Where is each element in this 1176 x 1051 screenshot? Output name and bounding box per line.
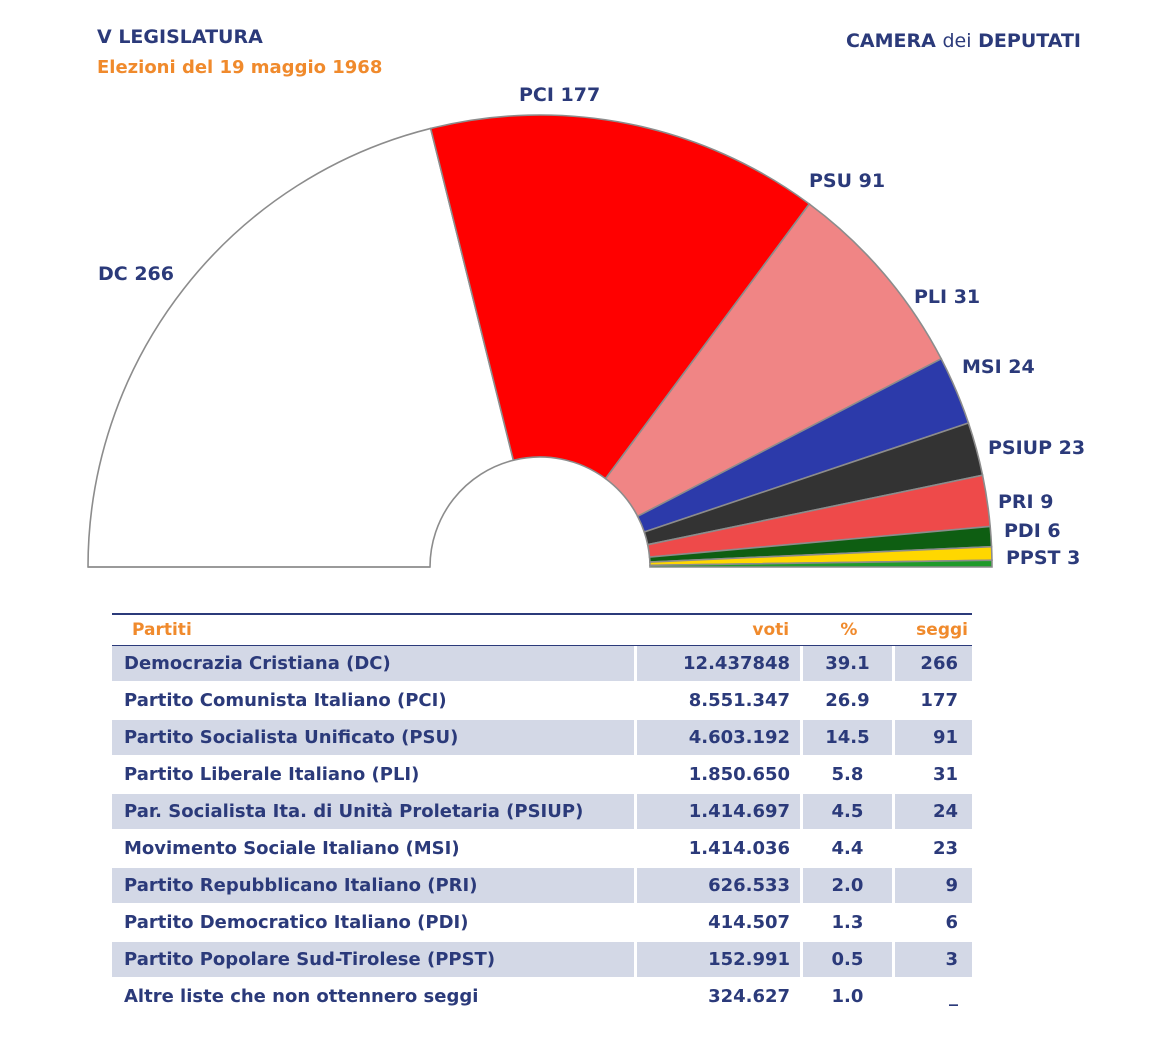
- votes-cell: 1.414.036: [636, 831, 804, 868]
- seats-cell: 91: [894, 720, 972, 757]
- percent-cell: 5.8: [803, 757, 895, 794]
- percent-cell: 39.1: [803, 646, 895, 683]
- party-name-cell: Partito Liberale Italiano (PLI): [112, 757, 637, 794]
- seats-cell: _: [894, 979, 972, 1016]
- table-row: Altre liste che non ottennero seggi 324.6…: [112, 979, 972, 1016]
- percent-cell: 1.3: [803, 905, 895, 942]
- label-ppst: PPST 3: [1006, 547, 1080, 569]
- seats-cell: 24: [894, 794, 972, 831]
- seats-cell: 266: [894, 646, 972, 683]
- votes-cell: 152.991: [636, 942, 804, 979]
- table-row: Partito Popolare Sud-Tirolese (PPST) 152.…: [112, 942, 972, 979]
- table-row: Movimento Sociale Italiano (MSI) 1.414.03…: [112, 831, 972, 868]
- table-row: Par. Socialista Ita. di Unità Proletaria…: [112, 794, 972, 831]
- chart-slices: [87, 114, 993, 568]
- label-psiup: PSIUP 23: [988, 437, 1085, 459]
- percent-cell: 4.4: [803, 831, 895, 868]
- label-pli: PLI 31: [914, 286, 980, 308]
- votes-cell: 1.850.650: [636, 757, 804, 794]
- table-body: Democrazia Cristiana (DC) 12.437848 39.1 26…: [112, 646, 972, 1016]
- percent-cell: 14.5: [803, 720, 895, 757]
- party-name-cell: Altre liste che non ottennero seggi: [112, 979, 637, 1016]
- table-row: Partito Socialista Unificato (PSU) 4.603.…: [112, 720, 972, 757]
- seat-distribution-chart: DC 266 PCI 177 PSU 91 PLI 31 MSI 24 PSIUP 23 P…: [87, 84, 1085, 569]
- seats-cell: 6: [894, 905, 972, 942]
- party-name-cell: Partito Popolare Sud-Tirolese (PPST): [112, 942, 637, 979]
- label-dc: DC 266: [98, 263, 174, 285]
- header-voti: voti: [636, 615, 804, 646]
- slice-pci: [429, 114, 811, 480]
- slice-ppst: [649, 559, 993, 568]
- votes-cell: 1.414.697: [636, 794, 804, 831]
- label-msi: MSI 24: [962, 356, 1035, 378]
- votes-cell: 324.627: [636, 979, 804, 1016]
- seats-cell: 9: [894, 868, 972, 905]
- legislature-title: V LEGISLATURA: [97, 26, 263, 48]
- seats-cell: 3: [894, 942, 972, 979]
- table-row: Partito Democratico Italiano (PDI) 414.50…: [112, 905, 972, 942]
- seats-cell: 31: [894, 757, 972, 794]
- seats-cell: 177: [894, 683, 972, 720]
- label-pci: PCI 177: [519, 84, 600, 106]
- percent-cell: 0.5: [803, 942, 895, 979]
- party-name-cell: Partito Socialista Unificato (PSU): [112, 720, 637, 757]
- party-name-cell: Movimento Sociale Italiano (MSI): [112, 831, 637, 868]
- chamber-title: CAMERA dei DEPUTATI: [846, 30, 1081, 52]
- header-seggi: seggi: [894, 615, 972, 646]
- label-psu: PSU 91: [809, 170, 885, 192]
- party-name-cell: Partito Democratico Italiano (PDI): [112, 905, 637, 942]
- label-pri: PRI 9: [998, 491, 1053, 513]
- votes-cell: 626.533: [636, 868, 804, 905]
- votes-cell: 12.437848: [636, 646, 804, 683]
- chart-labels: DC 266 PCI 177 PSU 91 PLI 31 MSI 24 PSIUP 23 P…: [98, 84, 1085, 569]
- table-row: Partito Liberale Italiano (PLI) 1.850.650…: [112, 757, 972, 794]
- chamber-title-word-3: DEPUTATI: [978, 30, 1081, 52]
- chamber-title-word-1: CAMERA: [845, 30, 936, 52]
- percent-cell: 26.9: [803, 683, 895, 720]
- votes-cell: 8.551.347: [636, 683, 804, 720]
- header-partiti: Partiti: [112, 615, 637, 646]
- chamber-title-word-2: dei: [942, 30, 972, 52]
- party-name-cell: Par. Socialista Ita. di Unità Proletaria…: [112, 794, 637, 831]
- table-row: Democrazia Cristiana (DC) 12.437848 39.1 26…: [112, 646, 972, 683]
- votes-cell: 4.603.192: [636, 720, 804, 757]
- slice-dc: [87, 127, 515, 568]
- header-percent: %: [803, 615, 895, 646]
- party-name-cell: Democrazia Cristiana (DC): [112, 646, 637, 683]
- percent-cell: 4.5: [803, 794, 895, 831]
- votes-cell: 414.507: [636, 905, 804, 942]
- percent-cell: 2.0: [803, 868, 895, 905]
- slice-psu: [604, 202, 943, 518]
- election-date-subtitle: Elezioni del 19 maggio 1968: [97, 57, 383, 78]
- results-table: Partiti voti % seggi Democrazia Cristian…: [112, 613, 972, 1016]
- seats-cell: 23: [894, 831, 972, 868]
- label-pdi: PDI 6: [1004, 520, 1061, 542]
- table-header-row: Partiti voti % seggi: [112, 615, 972, 646]
- percent-cell: 1.0: [803, 979, 895, 1016]
- table-row: Partito Repubblicano Italiano (PRI) 626.5…: [112, 868, 972, 905]
- party-name-cell: Partito Repubblicano Italiano (PRI): [112, 868, 637, 905]
- table-row: Partito Comunista Italiano (PCI) 8.551.34…: [112, 683, 972, 720]
- party-name-cell: Partito Comunista Italiano (PCI): [112, 683, 637, 720]
